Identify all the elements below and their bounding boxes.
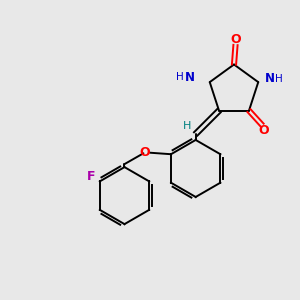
Text: O: O — [258, 124, 269, 137]
Text: F: F — [86, 169, 95, 183]
Text: O: O — [230, 33, 241, 46]
Text: H: H — [183, 121, 191, 130]
Text: N: N — [265, 72, 275, 86]
Text: H: H — [275, 74, 283, 84]
Text: O: O — [139, 146, 150, 159]
Text: H: H — [176, 72, 184, 82]
Text: N: N — [185, 71, 195, 84]
